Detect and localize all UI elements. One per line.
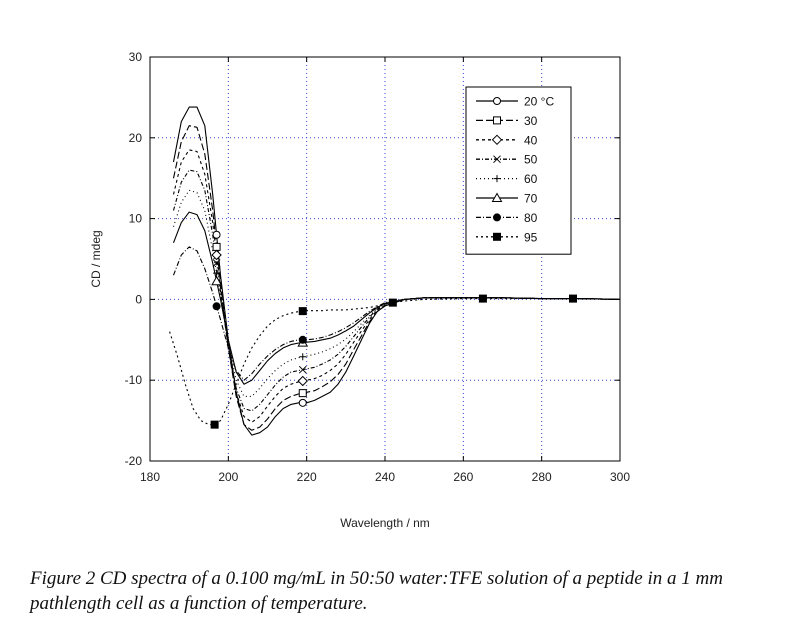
- x-tick-label: 240: [375, 470, 395, 484]
- x-tick-label: 200: [218, 470, 238, 484]
- marker-square-filled: [210, 420, 219, 429]
- y-tick-label: 10: [129, 212, 143, 226]
- marker-square-filled: [298, 307, 307, 316]
- y-tick-label: -10: [125, 373, 143, 387]
- series-line-6: [172, 246, 621, 381]
- marker-circle-open: [493, 97, 501, 105]
- marker-cross-stroke: [493, 155, 501, 164]
- marker-cross-stroke: [212, 259, 221, 267]
- marker-square-open: [212, 242, 221, 251]
- marker-triangle-open: [211, 275, 222, 286]
- marker-circle-filled: [212, 302, 221, 311]
- marker-circle-filled: [298, 335, 307, 344]
- marker-square-filled: [388, 298, 397, 307]
- legend-items: 20 °C 30 40 50 60 70 80 95: [476, 95, 554, 244]
- series-lines: [169, 106, 621, 436]
- legend-entry: 70: [476, 192, 538, 206]
- marker-square-filled: [478, 294, 487, 303]
- marker-diamond-open: [491, 134, 503, 146]
- marker-diamond-open: [211, 249, 222, 261]
- y-tick-label: 30: [129, 50, 143, 64]
- marker-plus: [213, 269, 221, 277]
- series-line-7: [169, 298, 621, 426]
- legend-entry: 60: [476, 172, 538, 186]
- axis-ticks: 180 200 220 240 260 280 300 -20 -10 0 10 20 30: [125, 50, 631, 484]
- legend-label: 70: [524, 192, 538, 206]
- legend-entry: 80: [476, 211, 538, 225]
- legend-label: 95: [524, 230, 538, 244]
- legend-label: 60: [524, 172, 538, 186]
- legend-entry: 50: [476, 153, 538, 167]
- x-axis-title: Wavelength / nm: [340, 516, 430, 530]
- marker-cross: [493, 155, 501, 164]
- marker-cross-stroke: [298, 365, 307, 374]
- legend-label: 80: [524, 211, 538, 225]
- marker-triangle-open: [491, 192, 503, 202]
- legend-box: [465, 86, 572, 255]
- legend-label: 30: [524, 114, 538, 128]
- x-tick-label: 260: [453, 470, 473, 484]
- marker-circle-open: [298, 398, 307, 407]
- y-axis-title: CD / mdeg: [89, 230, 103, 287]
- series-line-4: [172, 189, 621, 397]
- y-tick-label: 20: [129, 131, 143, 145]
- legend: 20 °C 30 40 50 60 70 80 95: [465, 86, 572, 255]
- legend-label: 20 °C: [524, 95, 554, 109]
- marker-cross: [298, 365, 307, 374]
- figure-caption: Figure 2 CD spectra of a 0.100 mg/mL in …: [30, 568, 723, 614]
- legend-entry: 30: [476, 114, 538, 128]
- x-tick-label: 280: [532, 470, 552, 484]
- legend-entry: 95: [476, 230, 538, 244]
- y-tick-label: 0: [135, 292, 142, 306]
- marker-cross: [212, 259, 221, 267]
- marker-circle-filled: [493, 213, 501, 222]
- series-markers: [210, 230, 577, 429]
- legend-entry: 40: [476, 133, 538, 147]
- cd-spectra-chart: 180 200 220 240 260 280 300 -20 -10 0 10 20 30 Wavel…: [89, 50, 631, 530]
- y-tick-label: -20: [125, 454, 143, 468]
- marker-plus: [493, 175, 501, 183]
- legend-label: 40: [524, 133, 538, 147]
- x-tick-label: 300: [610, 470, 630, 484]
- x-tick-label: 180: [140, 470, 160, 484]
- series-line-5: [172, 211, 621, 385]
- marker-diamond-open: [297, 375, 308, 387]
- marker-square-filled: [493, 232, 501, 241]
- marker-square-filled: [569, 294, 577, 303]
- marker-plus: [299, 353, 307, 361]
- marker-square-open: [298, 389, 307, 398]
- marker-circle-open: [212, 230, 221, 239]
- x-tick-label: 220: [297, 470, 317, 484]
- legend-label: 50: [524, 153, 538, 167]
- marker-square-open: [493, 116, 501, 125]
- legend-entry: 20 °C: [476, 95, 554, 109]
